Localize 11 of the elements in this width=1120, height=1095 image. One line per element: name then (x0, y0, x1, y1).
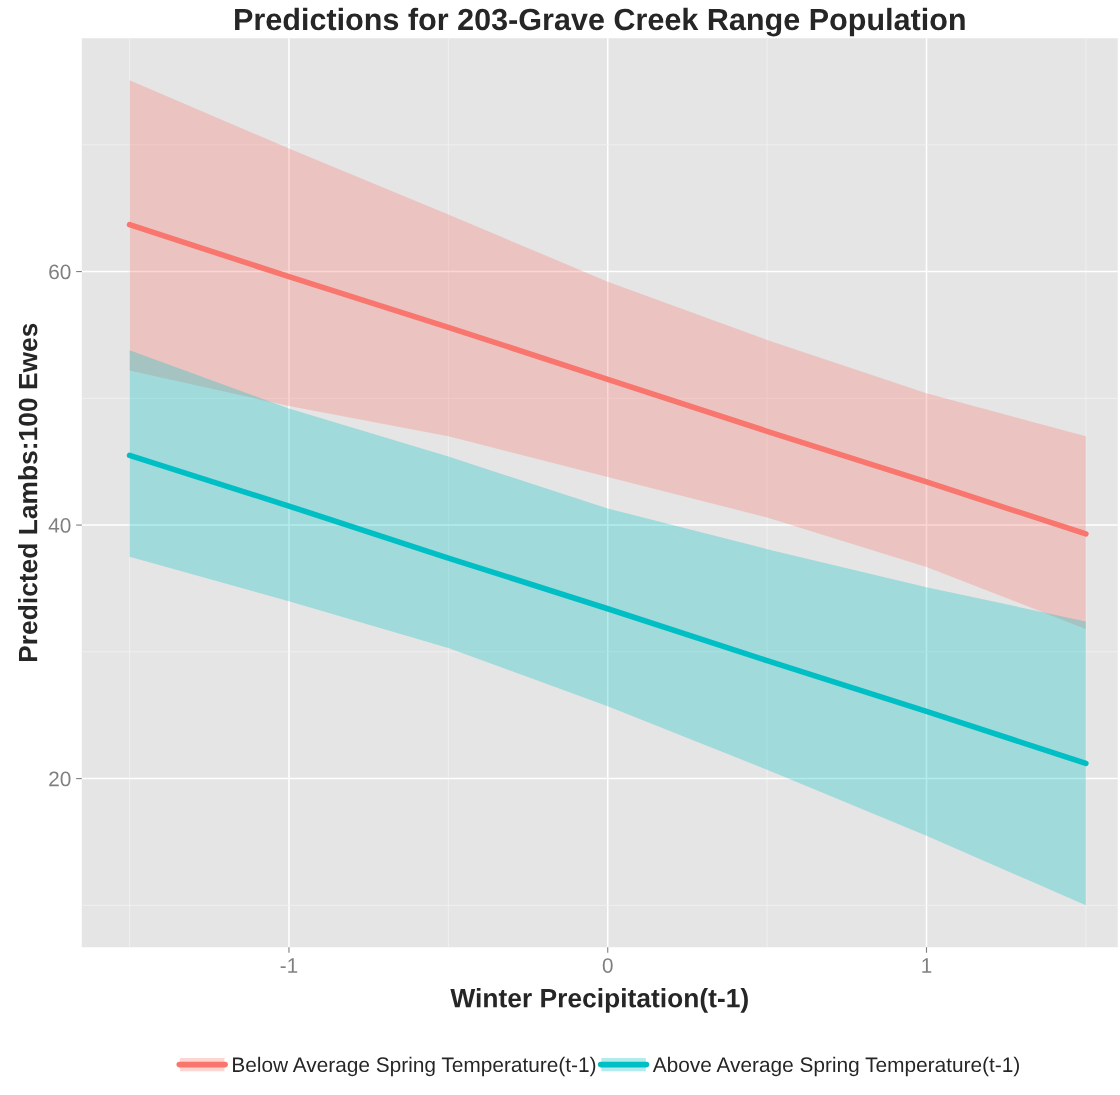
y-axis-title: Predicted Lambs:100 Ewes (18, 323, 38, 662)
y-tick-label: 60 (49, 264, 71, 280)
chart-title: Predictions for 203-Grave Creek Range Population (235, 7, 965, 37)
legend-label: Above Average Spring Temperature(t-1) (652, 1056, 1019, 1077)
x-tick-label: -1 (280, 958, 298, 973)
y-tick-label: 40 (48, 518, 71, 533)
legend-label: Below Average Spring Temperature(t-1) (233, 1056, 596, 1077)
x-tick-label: 0 (602, 958, 613, 973)
x-axis-title: Winter Precipitation(t-1) (450, 988, 748, 1013)
x-tick-label: 1 (922, 958, 932, 973)
y-tick-label: 20 (49, 771, 71, 787)
